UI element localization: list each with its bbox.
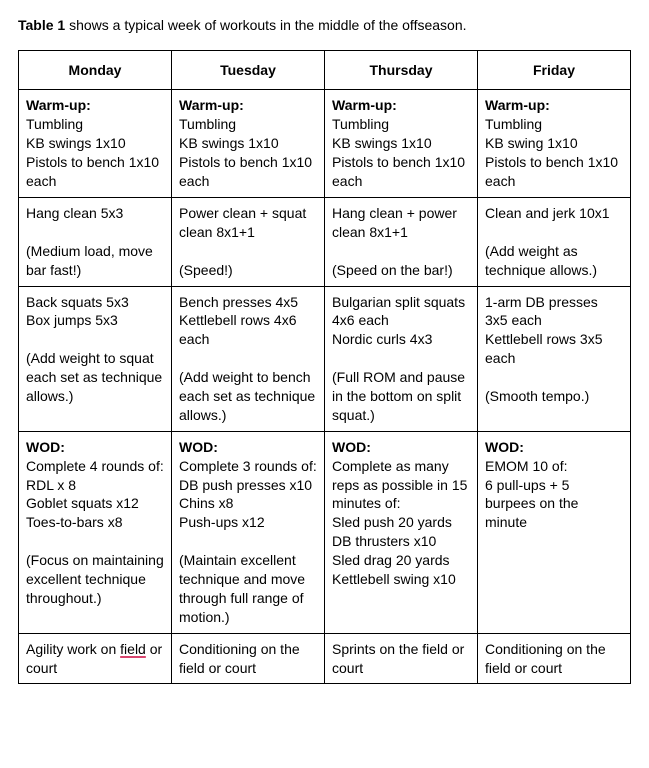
table-cell: Warm-up: Tumbling KB swing 1x10 Pistols t… [478,90,631,197]
cell-label: Warm-up: [485,97,550,113]
caption-bold: Table 1 [18,17,65,33]
table-cell: Bench presses 4x5 Kettlebell rows 4x6 ea… [172,286,325,431]
table-cell: Sprints on the field or court [325,633,478,684]
table-cell: Warm-up: Tumbling KB swings 1x10 Pistols … [325,90,478,197]
cell-text: Hang clean 5x3 (Medium load, move bar fa… [26,205,153,278]
table-cell: Hang clean 5x3 (Medium load, move bar fa… [19,197,172,286]
cell-text: EMOM 10 of: 6 pull-ups + 5 burpees on th… [485,458,578,531]
table-cell: Bulgarian split squats 4x6 each Nordic c… [325,286,478,431]
workout-table: Monday Tuesday Thursday Friday Warm-up: T… [18,50,631,685]
underlined-word: field [120,641,146,657]
cell-text: Agility work on [26,641,120,657]
cell-text: Tumbling KB swing 1x10 Pistols to bench … [485,116,618,189]
cell-text: 1-arm DB presses 3x5 each Kettlebell row… [485,294,603,404]
cell-label: Warm-up: [179,97,244,113]
cell-text: Bench presses 4x5 Kettlebell rows 4x6 ea… [179,294,315,423]
table-row: Back squats 5x3 Box jumps 5x3 (Add weigh… [19,286,631,431]
table-cell: Agility work on field or court [19,633,172,684]
caption-rest: shows a typical week of workouts in the … [65,17,466,33]
table-row: WOD: Complete 4 rounds of: RDL x 8 Goblet… [19,431,631,633]
cell-text: Hang clean + power clean 8x1+1 (Speed on… [332,205,457,278]
cell-label: Warm-up: [332,97,397,113]
cell-label: Warm-up: [26,97,91,113]
cell-text: Conditioning on the field or court [485,641,606,676]
table-cell: Power clean + squat clean 8x1+1 (Speed!) [172,197,325,286]
table-cell: WOD: EMOM 10 of: 6 pull-ups + 5 burpees o… [478,431,631,633]
cell-text: Tumbling KB swings 1x10 Pistols to bench… [26,116,159,189]
cell-label: WOD: [332,439,371,455]
cell-text: Power clean + squat clean 8x1+1 (Speed!) [179,205,306,278]
cell-text: Conditioning on the field or court [179,641,300,676]
cell-label: WOD: [26,439,65,455]
table-cell: WOD: Complete as many reps as possible in… [325,431,478,633]
cell-text: Clean and jerk 10x1 (Add weight as techn… [485,205,610,278]
table-cell: Warm-up: Tumbling KB swings 1x10 Pistols … [19,90,172,197]
table-row: Hang clean 5x3 (Medium load, move bar fa… [19,197,631,286]
table-cell: WOD: Complete 3 rounds of: DB push presse… [172,431,325,633]
table-caption: Table 1 shows a typical week of workouts… [18,16,631,36]
cell-text: Complete as many reps as possible in 15 … [332,458,467,587]
table-cell: Conditioning on the field or court [478,633,631,684]
cell-text: Sprints on the field or court [332,641,464,676]
col-header: Thursday [325,50,478,90]
cell-label: WOD: [485,439,524,455]
cell-text: Back squats 5x3 Box jumps 5x3 (Add weigh… [26,294,162,404]
table-cell: Hang clean + power clean 8x1+1 (Speed on… [325,197,478,286]
col-header: Tuesday [172,50,325,90]
col-header: Friday [478,50,631,90]
cell-text: Bulgarian split squats 4x6 each Nordic c… [332,294,465,423]
table-cell: Clean and jerk 10x1 (Add weight as techn… [478,197,631,286]
table-row: Agility work on field or courtConditioni… [19,633,631,684]
table-cell: Conditioning on the field or court [172,633,325,684]
cell-text: Complete 3 rounds of: DB push presses x1… [179,458,317,625]
table-cell: Back squats 5x3 Box jumps 5x3 (Add weigh… [19,286,172,431]
table-header-row: Monday Tuesday Thursday Friday [19,50,631,90]
table-row: Warm-up: Tumbling KB swings 1x10 Pistols … [19,90,631,197]
cell-text: Complete 4 rounds of: RDL x 8 Goblet squ… [26,458,164,606]
table-cell: WOD: Complete 4 rounds of: RDL x 8 Goblet… [19,431,172,633]
cell-label: WOD: [179,439,218,455]
cell-text: Tumbling KB swings 1x10 Pistols to bench… [179,116,312,189]
col-header: Monday [19,50,172,90]
table-cell: 1-arm DB presses 3x5 each Kettlebell row… [478,286,631,431]
cell-text: Tumbling KB swings 1x10 Pistols to bench… [332,116,465,189]
table-cell: Warm-up: Tumbling KB swings 1x10 Pistols … [172,90,325,197]
